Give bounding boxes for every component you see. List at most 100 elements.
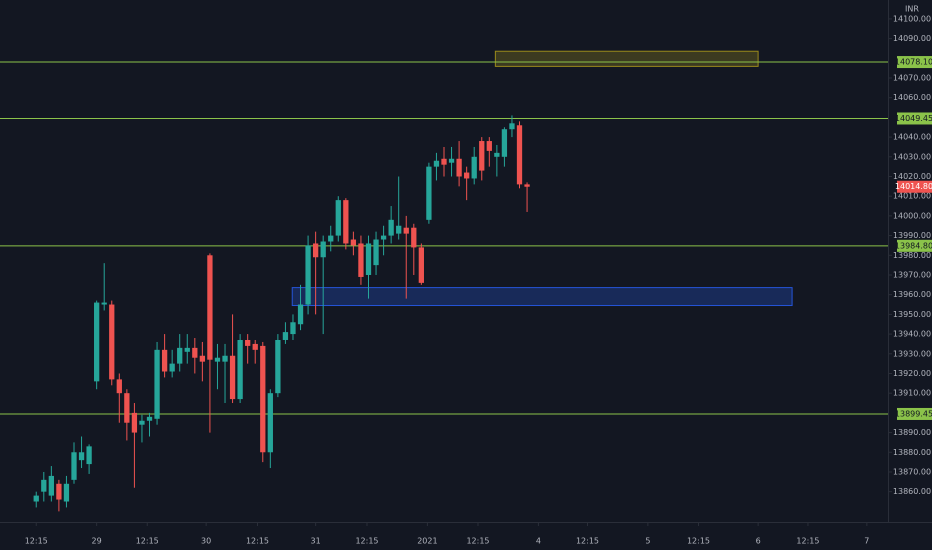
candle-body <box>146 416 153 421</box>
candle-body <box>524 184 530 187</box>
x-tick-label: 7 <box>864 537 869 546</box>
x-tick-label: 12:15 <box>466 537 489 546</box>
candle-body <box>124 393 130 423</box>
candle-body <box>214 357 221 362</box>
y-tick-label: 13910.00 <box>893 389 931 398</box>
candle-body <box>154 349 160 419</box>
level-tag <box>897 239 932 252</box>
zone <box>494 50 759 67</box>
y-tick-label: 13980.00 <box>893 251 931 260</box>
candle-body <box>358 243 364 277</box>
candle-body <box>448 158 455 163</box>
level-label: 13899.45 <box>895 409 932 418</box>
y-tick-label: 13870.00 <box>893 467 931 476</box>
y-tick-label: 14030.00 <box>893 152 931 161</box>
candle-body <box>169 363 175 372</box>
x-tick-label: 31 <box>311 537 321 546</box>
y-tick-label: 13880.00 <box>893 448 931 457</box>
candle-body <box>471 156 477 179</box>
x-tick-label: 4 <box>536 537 541 546</box>
candle-body <box>56 483 62 500</box>
candle-body <box>501 129 508 157</box>
y-tick-label: 13970.00 <box>893 270 931 279</box>
candle-body <box>426 166 432 220</box>
candle-body <box>94 302 100 382</box>
candle-body <box>229 355 236 400</box>
y-tick-label: 13950.00 <box>893 310 931 319</box>
currency-label: INR <box>905 5 919 14</box>
x-tick-label: 12:15 <box>246 537 269 546</box>
candle-body <box>418 247 424 283</box>
candle-body <box>237 339 243 400</box>
y-tick-label: 13940.00 <box>893 330 931 339</box>
candle-body <box>350 239 357 246</box>
level-tag <box>897 112 932 125</box>
candle-body <box>199 355 206 362</box>
candle-body <box>275 339 281 394</box>
x-tick-label: 29 <box>92 537 102 546</box>
candle-body <box>71 452 77 480</box>
candle-body <box>403 227 409 234</box>
candle-body <box>222 355 228 362</box>
level-label: 14078.10 <box>895 58 932 67</box>
level-label: 13984.80 <box>895 241 932 250</box>
y-tick-label: 14020.00 <box>893 172 931 181</box>
candle-body <box>380 235 387 240</box>
y-tick-label: 13990.00 <box>893 231 931 240</box>
candle-body <box>48 475 54 496</box>
candle-body <box>282 332 289 340</box>
last-price-tag <box>897 180 932 193</box>
candle-body <box>139 420 145 425</box>
candle-body <box>131 412 138 433</box>
candle-body <box>343 200 349 244</box>
level-tag <box>897 56 932 69</box>
last-price-label: 14014.80 <box>895 182 932 191</box>
candle-body <box>207 255 213 360</box>
y-tick-label: 14070.00 <box>893 74 931 83</box>
candle-body <box>297 304 304 325</box>
x-tick-label: 12:15 <box>355 537 378 546</box>
y-tick-label: 13920.00 <box>893 369 931 378</box>
candle-body <box>63 483 70 502</box>
y-tick-label: 13930.00 <box>893 349 931 358</box>
x-tick-label: 5 <box>645 537 650 546</box>
y-tick-label: 14000.00 <box>893 211 931 220</box>
x-tick-label: 12:15 <box>25 537 48 546</box>
candle-body <box>396 225 402 234</box>
candle-body <box>252 343 258 350</box>
candle-body <box>388 219 394 236</box>
candle-body <box>109 304 115 380</box>
candle-body <box>177 347 183 364</box>
candle-body <box>320 241 326 258</box>
candle-body <box>464 172 470 179</box>
candle-body <box>312 243 319 258</box>
candle-body <box>441 158 447 165</box>
x-tick-label: 12:15 <box>796 537 819 546</box>
candle-body <box>86 446 92 465</box>
x-tick-label: 12:15 <box>136 537 159 546</box>
candle-body <box>365 243 372 275</box>
candle-body <box>335 200 341 236</box>
candle-body <box>245 339 251 346</box>
candle-body <box>509 123 515 130</box>
x-tick-label: 30 <box>201 537 211 546</box>
y-tick-label: 13860.00 <box>893 487 931 496</box>
y-tick-label: 14100.00 <box>893 14 931 23</box>
x-tick-label: 12:15 <box>687 537 710 546</box>
candle-body <box>33 495 39 502</box>
candle-body <box>411 227 417 248</box>
y-tick-label: 14090.00 <box>893 34 931 43</box>
candle-body <box>290 322 296 335</box>
candle-body <box>260 345 266 453</box>
candle-body <box>116 379 122 394</box>
y-tick-label: 14010.00 <box>893 192 931 201</box>
level-tag <box>897 407 932 420</box>
candle-body <box>305 245 311 305</box>
candle-body <box>486 141 492 151</box>
candle-body <box>161 349 168 372</box>
candle-body <box>373 239 379 266</box>
x-tick-label: 6 <box>756 537 761 546</box>
candle-body <box>479 141 485 171</box>
